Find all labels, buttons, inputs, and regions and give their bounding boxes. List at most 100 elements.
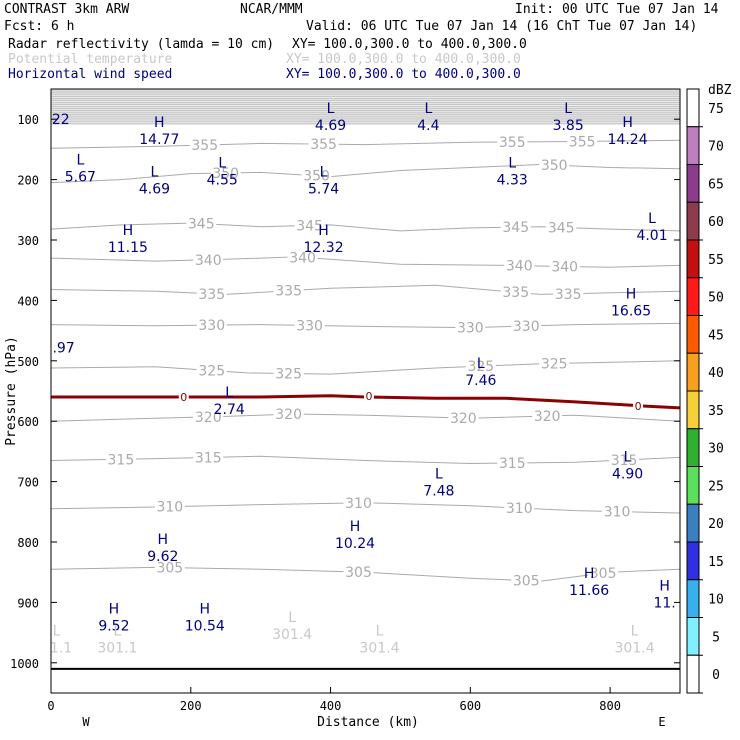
freezing-marker-bg bbox=[178, 391, 189, 404]
colorbar-swatch bbox=[686, 617, 700, 656]
theta-label: 345 bbox=[548, 220, 575, 236]
wind-extremum-value: 4.4 bbox=[417, 118, 439, 134]
theta-label: 315 bbox=[195, 450, 222, 466]
theta-label: 320 bbox=[534, 409, 561, 425]
theta-label: 315 bbox=[499, 456, 526, 472]
theta-label: 330 bbox=[457, 321, 484, 337]
theta-label: 335 bbox=[275, 284, 302, 300]
theta-label-bg bbox=[500, 284, 531, 300]
colorbar-swatch bbox=[686, 126, 700, 165]
direction-west: W bbox=[82, 715, 90, 729]
freezing-level: 0 0 0 bbox=[51, 389, 680, 413]
wind-extremum-type: L bbox=[320, 165, 328, 181]
theta-label: 335 bbox=[555, 287, 582, 303]
freezing-marker: 0 bbox=[365, 390, 372, 403]
x-tick-label: 800 bbox=[599, 699, 621, 713]
theta-label: 340 bbox=[506, 259, 533, 275]
colorbar-level: 60 bbox=[708, 215, 724, 230]
freezing-marker-bg bbox=[633, 400, 644, 413]
theta-label: 350 bbox=[303, 169, 330, 185]
wind-extremum-type: L bbox=[218, 156, 226, 172]
theta-label-bg bbox=[539, 355, 570, 371]
theta-line-315 bbox=[51, 455, 680, 465]
colorbar-level: 75 bbox=[708, 102, 724, 117]
freezing-marker-bg bbox=[363, 389, 374, 402]
wind-extremum-value: 10.54 bbox=[185, 618, 225, 634]
colorbar-level: 15 bbox=[708, 555, 724, 570]
theta-line-335 bbox=[51, 284, 680, 295]
wind-extremum-type: L bbox=[327, 101, 335, 117]
theta-label: 305 bbox=[590, 566, 617, 582]
wind-extremum-type: H bbox=[158, 532, 169, 548]
colorbar-swatch bbox=[686, 277, 700, 316]
theta-extremum-type: L bbox=[53, 624, 61, 640]
theta-label-bg bbox=[539, 157, 570, 173]
colorbar-swatch bbox=[686, 466, 700, 505]
theta-label-bg bbox=[193, 408, 224, 424]
theta-label: 355 bbox=[499, 135, 526, 151]
theta-label: 305 bbox=[345, 565, 372, 581]
colorbar-swatch bbox=[686, 201, 700, 241]
wind-extremum-type: H bbox=[659, 578, 670, 594]
theta-label-bg bbox=[343, 494, 374, 510]
theta-label-bg bbox=[549, 258, 580, 274]
theta-label-bg bbox=[154, 498, 185, 514]
header-init: Init: 00 UTC Tue 07 Jan 14 bbox=[515, 2, 719, 17]
theta-extremum-value: 301.4 bbox=[272, 627, 312, 643]
colorbar-level: 40 bbox=[708, 366, 724, 381]
y-tick-label: 100 bbox=[17, 113, 39, 127]
wind-extremum-value: 5.74 bbox=[308, 182, 339, 198]
wind-extremum-type: L bbox=[151, 165, 159, 181]
theta-label: 325 bbox=[275, 366, 302, 382]
theta-label-bg bbox=[105, 451, 136, 467]
theta-label: 350 bbox=[212, 166, 239, 182]
wind-extremum-value: 7.48 bbox=[423, 484, 454, 500]
header-org: NCAR/MMM bbox=[240, 2, 303, 17]
colorbar-level: 5 bbox=[712, 630, 720, 645]
colorbar-level: 70 bbox=[708, 140, 724, 155]
theta-label: 310 bbox=[506, 501, 533, 517]
wind-extremum-type: H bbox=[350, 519, 361, 535]
theta-label: 345 bbox=[502, 220, 529, 236]
theta-label: 320 bbox=[275, 407, 302, 423]
theta-label-bg bbox=[497, 454, 528, 470]
theta-label: 330 bbox=[296, 318, 323, 334]
theta-label: 345 bbox=[188, 217, 215, 233]
theta-label-bg bbox=[273, 365, 304, 381]
theta-label-bg bbox=[193, 449, 224, 465]
plot-frame bbox=[50, 88, 681, 694]
wind-extremum-type: H bbox=[626, 287, 637, 303]
theta-label: 310 bbox=[156, 500, 183, 516]
wind-extremum-value: 7.46 bbox=[465, 373, 496, 389]
wind-extremum-type: L bbox=[435, 467, 443, 483]
colorbar-swatch bbox=[686, 390, 700, 430]
wind-extremum-type: H bbox=[318, 223, 329, 239]
y-axis-label: Pressure (hPa) bbox=[4, 336, 19, 446]
colorbar-swatch bbox=[686, 164, 700, 203]
theta-extremum-value: 301.4 bbox=[615, 641, 655, 657]
theta-label: 325 bbox=[467, 359, 494, 375]
theta-line-340 bbox=[51, 256, 680, 268]
theta-label: 305 bbox=[513, 574, 540, 590]
x-tick-label: 600 bbox=[459, 699, 481, 713]
theta-label: 320 bbox=[195, 410, 222, 426]
x-axis-label: Distance (km) bbox=[317, 715, 419, 730]
top-damping-layer bbox=[51, 89, 680, 125]
x-tick-label: 200 bbox=[180, 699, 202, 713]
wind-extremum-value: 4.33 bbox=[497, 173, 528, 189]
theta-label: 315 bbox=[611, 453, 638, 469]
wind-extremum-value: 14.24 bbox=[608, 132, 648, 148]
wind-extremum-value: 11. bbox=[653, 595, 675, 611]
header-field-theta: Potential temperature bbox=[8, 52, 173, 67]
wind-extremum-value: 11.15 bbox=[108, 240, 148, 256]
theta-line-325 bbox=[51, 360, 680, 375]
wind-extremum-type: L bbox=[225, 385, 233, 401]
wind-extremum-type: L bbox=[477, 356, 485, 372]
theta-label-bg bbox=[154, 559, 185, 575]
theta-label-bg bbox=[465, 358, 496, 374]
colorbar-swatch bbox=[686, 352, 700, 392]
theta-label-bg bbox=[189, 136, 220, 152]
header-xy-wind: XY= 100.0,300.0 to 400.0,300.0 bbox=[286, 67, 521, 82]
colorbar-level: 0 bbox=[712, 668, 720, 683]
